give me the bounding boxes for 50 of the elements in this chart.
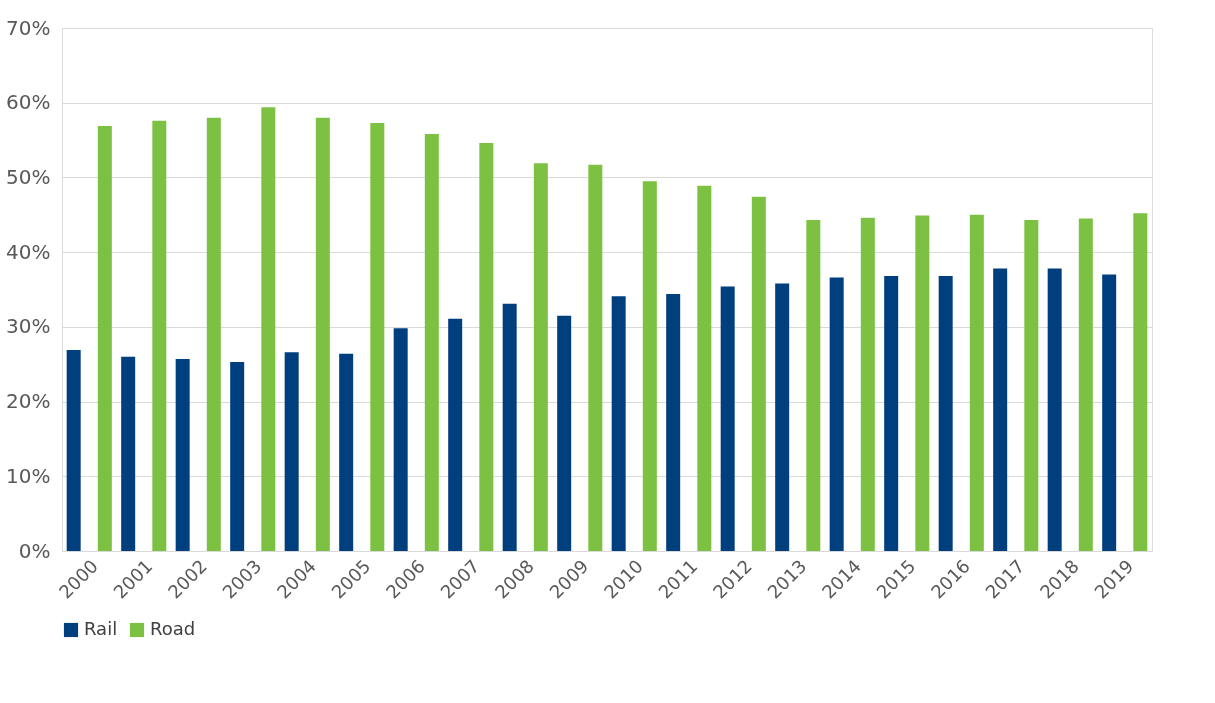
bar <box>315 117 330 551</box>
bar <box>175 358 190 551</box>
bar <box>751 196 766 551</box>
bar <box>915 215 930 551</box>
bar <box>448 318 463 551</box>
y-tick-label: 40% <box>6 239 51 264</box>
bar <box>206 117 221 551</box>
bar <box>697 185 712 551</box>
bar <box>588 164 603 551</box>
bar <box>806 220 821 551</box>
bar <box>479 143 494 551</box>
bar <box>533 163 548 551</box>
bar <box>611 296 626 551</box>
bar <box>284 352 299 551</box>
y-tick-label: 70% <box>6 15 51 40</box>
bar <box>720 286 735 551</box>
bar <box>121 356 136 551</box>
bar <box>1047 268 1062 551</box>
bar <box>261 107 276 551</box>
y-tick-label: 60% <box>6 90 51 115</box>
bar <box>557 315 572 551</box>
bar <box>860 217 875 551</box>
bar <box>642 181 657 551</box>
y-tick-label: 50% <box>6 164 51 189</box>
bar <box>66 350 81 551</box>
bar <box>424 134 439 551</box>
bar <box>152 120 167 551</box>
y-tick-label: 10% <box>6 463 51 488</box>
y-tick-label: 0% <box>18 538 51 563</box>
bar <box>884 276 899 551</box>
bar <box>1133 213 1148 551</box>
bar <box>1078 218 1093 551</box>
bar <box>938 276 953 551</box>
y-tick-label: 20% <box>6 389 51 414</box>
bar <box>993 268 1008 551</box>
bar <box>829 277 844 551</box>
legend-label: Rail <box>84 618 118 639</box>
bar <box>1102 274 1117 551</box>
bar <box>666 293 681 551</box>
bar <box>97 125 112 551</box>
bar <box>339 353 354 551</box>
y-tick-label: 30% <box>6 314 51 339</box>
bar <box>502 303 517 551</box>
bar <box>370 122 385 551</box>
legend-label: Road <box>150 618 196 639</box>
bar <box>230 361 245 551</box>
bar <box>1024 220 1039 551</box>
bar <box>775 283 790 551</box>
bar <box>393 328 408 551</box>
bar <box>969 214 984 551</box>
